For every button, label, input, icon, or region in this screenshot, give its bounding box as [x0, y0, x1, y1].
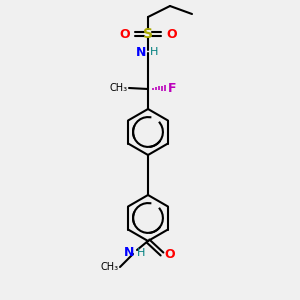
- Text: CH₃: CH₃: [110, 83, 128, 93]
- Text: H: H: [137, 248, 146, 258]
- Text: F: F: [168, 82, 176, 94]
- Text: N: N: [124, 247, 134, 260]
- Text: CH₃: CH₃: [101, 262, 119, 272]
- Text: N: N: [136, 46, 146, 59]
- Text: O: O: [166, 28, 177, 40]
- Text: H: H: [150, 47, 158, 57]
- Text: S: S: [143, 27, 153, 41]
- Text: O: O: [164, 248, 175, 262]
- Text: O: O: [119, 28, 130, 40]
